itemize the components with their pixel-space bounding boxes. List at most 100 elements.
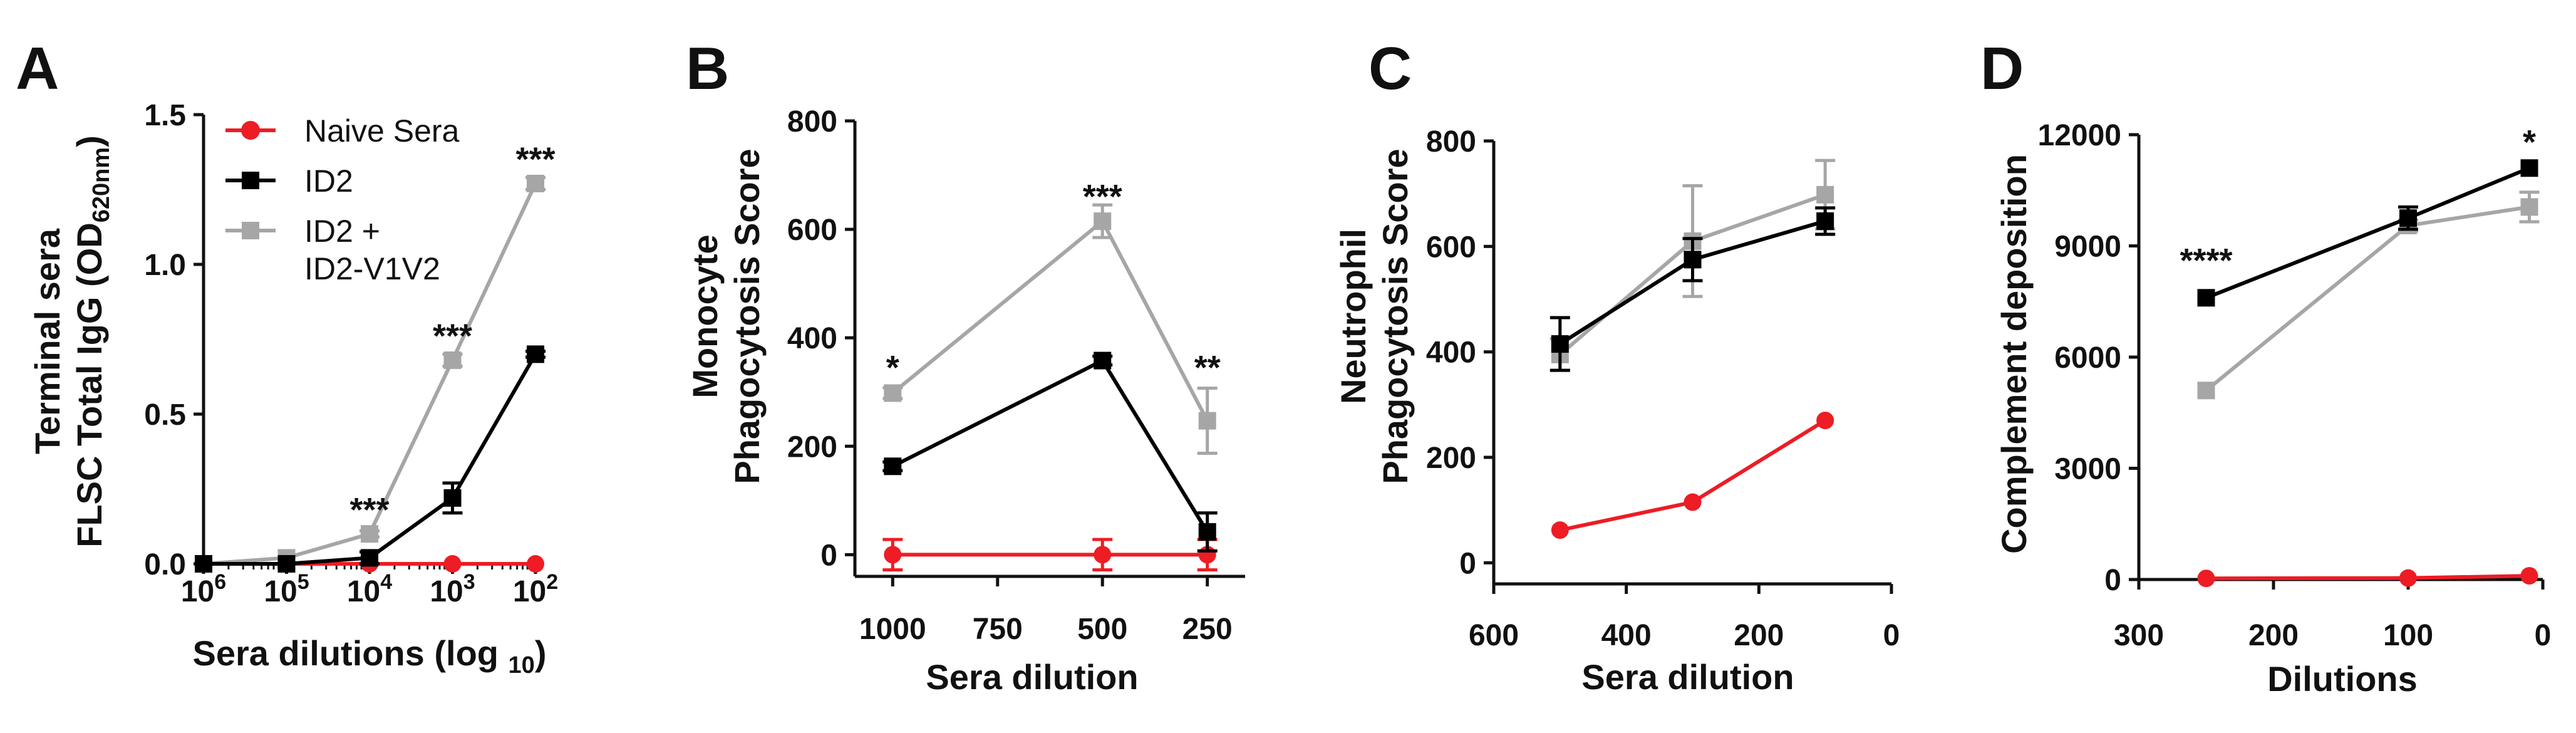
- significance-b-0: *: [886, 349, 899, 387]
- x-tick-label-b-2: 500: [1077, 613, 1127, 646]
- point-id2-a-2: [361, 549, 378, 567]
- y-axis-title-d: Complement deposition: [1994, 154, 2034, 554]
- significance-b-1: ***: [1083, 178, 1122, 216]
- point-naive-b-0: [884, 546, 902, 564]
- point-id2-d-1: [2399, 209, 2417, 227]
- x-tick-label-d-0: 300: [2114, 619, 2164, 652]
- point-combo-a-2: [361, 525, 378, 543]
- y-tick-label-a-1: 0.5: [144, 398, 186, 432]
- point-combo-a-3: [443, 351, 462, 369]
- x-axis-title-d: Dilutions: [2267, 659, 2418, 699]
- panel-label-a: A: [16, 35, 59, 102]
- y-tick-label-c-2: 400: [1426, 336, 1476, 370]
- y-axis-title-b-line2: Phagocytosis Score: [727, 148, 767, 484]
- point-combo-d-2: [2520, 198, 2538, 216]
- point-id2-c-0: [1551, 335, 1569, 353]
- point-combo-b-0: [884, 384, 902, 402]
- panel-b: B Monocyte Phagocytosis Score Sera dilut…: [685, 35, 1245, 697]
- y-tick-label-a-0: 0.0: [144, 548, 186, 581]
- point-naive-c-0: [1551, 521, 1569, 539]
- point-combo-a-4: [527, 174, 544, 192]
- x-tick-label-c-2: 200: [1734, 619, 1784, 652]
- point-id2-c-2: [1816, 212, 1834, 230]
- point-naive-d-1: [2399, 569, 2417, 587]
- point-id2-a-3: [443, 489, 462, 507]
- y-tick-label-b-0: 0: [820, 539, 837, 572]
- y-tick-label-c-4: 800: [1426, 125, 1476, 159]
- series-line-id2-b: [891, 358, 1209, 533]
- point-combo-d-0: [2197, 382, 2215, 400]
- x-tick-label-d-3: 0: [2535, 619, 2552, 652]
- y-axis-title-c-line2: Phagocytosis Score: [1375, 148, 1415, 484]
- point-naive-a-3: [443, 555, 462, 573]
- x-tick-label-b-1: 750: [973, 613, 1023, 646]
- y-tick-label-d-3: 9000: [2054, 231, 2121, 264]
- x-tick-label-b-3: 250: [1182, 613, 1233, 646]
- panel-a: A Terminal sera FLSC Total IgG (OD620nm)…: [16, 35, 558, 678]
- point-naive-d-2: [2520, 567, 2538, 585]
- legend-label-naive: Naive Sera: [304, 113, 460, 148]
- y-tick-label-d-0: 0: [2104, 564, 2121, 597]
- x-axis-title-b: Sera dilution: [926, 657, 1138, 697]
- significance-d-1: *: [2523, 123, 2536, 161]
- panel-d: D Complement deposition Dilutions 0 300 0 6…: [1980, 35, 2551, 699]
- point-combo-b-1: [1094, 212, 1112, 231]
- y-tick-label-b-2: 400: [787, 322, 837, 355]
- x-axis-title-c: Sera dilution: [1581, 657, 1794, 697]
- y-tick-label-b-3: 600: [787, 214, 837, 247]
- legend-item-combo: ID2 + ID2-V1V2: [225, 214, 440, 286]
- point-naive-c-2: [1816, 412, 1834, 430]
- y-axis-title-a-line2: FLSC Total IgG (OD620nm): [70, 135, 115, 548]
- x-tick-label-c-1: 400: [1601, 619, 1652, 652]
- x-tick-label-c-3: 0: [1883, 619, 1900, 652]
- legend-item-id2: ID2: [225, 164, 353, 199]
- y-tick-label-b-4: 800: [787, 105, 837, 138]
- y-tick-label-b-1: 200: [787, 430, 837, 464]
- x-tick-label-c-0: 600: [1469, 619, 1519, 652]
- significance-d-0: ****: [2180, 242, 2232, 279]
- legend-marker-combo: [242, 222, 259, 239]
- significance-a-1: ***: [433, 318, 472, 355]
- legend-marker-id2: [242, 172, 259, 189]
- series-line-naive-d: [2206, 574, 2530, 581]
- y-tick-label-a-2: 1.0: [144, 249, 186, 282]
- x-tick-label-a-2: 104: [347, 570, 392, 608]
- y-tick-label-c-0: 0: [1459, 547, 1476, 580]
- plot-area-c: 0 200 400 600 800 600 400 200 0: [1426, 125, 1900, 652]
- significance-b-2: **: [1194, 349, 1221, 387]
- plot-area-a: 0.0 0.5 1.0 1.5 106 105 104 103 102 *** *** ***: [144, 99, 558, 608]
- y-tick-label-d-2: 6000: [2054, 341, 2121, 375]
- x-tick-label-d-1: 200: [2248, 619, 2299, 652]
- y-axis-title-a-line1: Terminal sera: [28, 228, 67, 454]
- point-id2-b-2: [1198, 523, 1216, 541]
- legend-label-combo-line2: ID2-V1V2: [304, 251, 440, 286]
- point-id2-a-1: [277, 555, 296, 573]
- x-tick-label-a-3: 103: [430, 570, 475, 608]
- point-combo-c-2: [1816, 185, 1834, 204]
- significance-a-0: ***: [349, 491, 389, 529]
- x-axis-title-a: Sera dilutions (log 10): [193, 633, 547, 678]
- panel-c: C Neutrophil Phagocytosis Score Sera dil…: [1333, 35, 1900, 697]
- point-id2-d-2: [2520, 159, 2538, 177]
- legend-label-id2: ID2: [304, 164, 353, 199]
- x-tick-label-d-2: 100: [2383, 619, 2433, 652]
- panel-label-b: B: [686, 35, 729, 102]
- x-tick-label-a-0: 106: [181, 570, 226, 608]
- significance-a-2: ***: [515, 141, 555, 179]
- series-line-id2-d: [2205, 166, 2530, 300]
- point-combo-b-2: [1198, 412, 1216, 430]
- series-line-naive-c: [1560, 418, 1826, 533]
- y-tick-label-c-1: 200: [1426, 442, 1476, 475]
- point-id2-b-1: [1094, 351, 1112, 370]
- panel-label-d: D: [1980, 35, 2024, 102]
- legend-item-naive: Naive Sera: [225, 113, 460, 148]
- point-id2-b-0: [884, 457, 902, 476]
- y-axis-title-b-line1: Monocyte: [685, 234, 725, 398]
- y-tick-label-c-3: 600: [1426, 231, 1476, 264]
- point-naive-c-1: [1684, 493, 1702, 511]
- legend-marker-naive: [241, 121, 260, 140]
- panel-label-c: C: [1368, 35, 1412, 102]
